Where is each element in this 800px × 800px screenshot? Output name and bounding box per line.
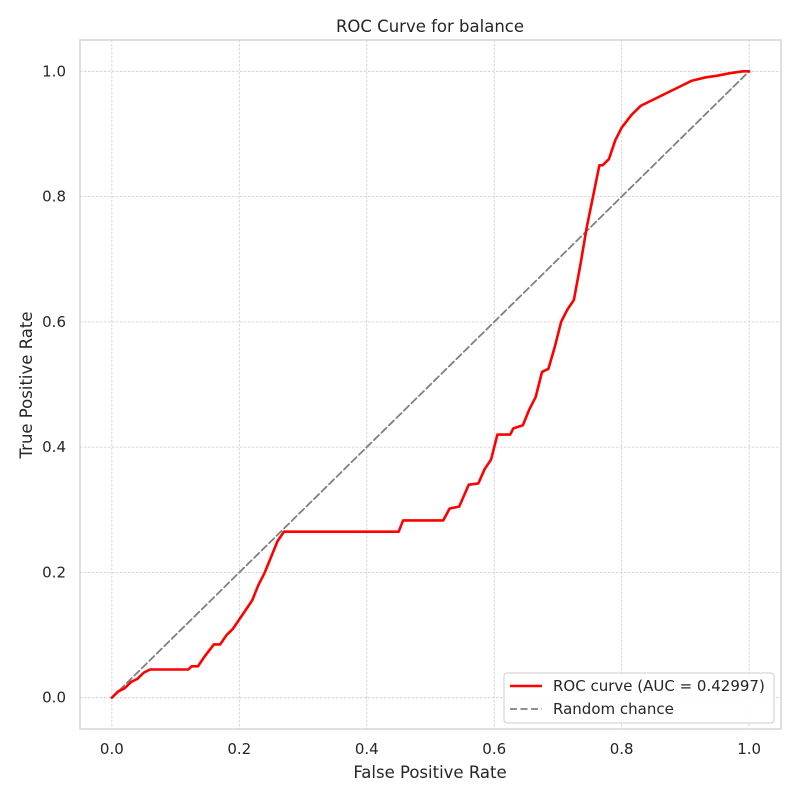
- x-tick-label: 0.0: [100, 740, 124, 758]
- x-tick-label: 0.6: [482, 740, 506, 758]
- x-tick-label: 1.0: [737, 740, 761, 758]
- legend-frame: [503, 672, 775, 724]
- legend-label-roc-curve: ROC curve (AUC = 0.42997): [553, 677, 765, 695]
- roc-curve-line: [110, 70, 751, 699]
- x-axis-label: False Positive Rate: [353, 763, 506, 782]
- y-tick-label: 0.4: [42, 438, 66, 456]
- legend: ROC curve (AUC = 0.42997) Random chance: [503, 672, 775, 724]
- y-axis-label: True Positive Rate: [17, 312, 36, 460]
- chart-title: ROC Curve for balance: [336, 17, 524, 36]
- x-tick-label: 0.2: [227, 740, 251, 758]
- grid: [80, 40, 781, 729]
- tick-labels: 0.0 0.2 0.4 0.6 0.8 1.0 0.0 0.2 0.4 0.6 0.8 1.0: [42, 62, 761, 758]
- y-tick-label: 1.0: [42, 62, 66, 80]
- plot-frame: [79, 39, 782, 730]
- y-tick-label: 0.6: [42, 313, 66, 331]
- y-tick-label: 0.0: [42, 689, 66, 707]
- y-tick-label: 0.2: [42, 563, 66, 581]
- series-layer: [110, 70, 751, 699]
- x-tick-label: 0.8: [610, 740, 634, 758]
- legend-label-random-chance: Random chance: [553, 700, 674, 718]
- y-tick-label: 0.8: [42, 188, 66, 206]
- x-tick-label: 0.4: [355, 740, 379, 758]
- random-chance-line: [110, 70, 751, 699]
